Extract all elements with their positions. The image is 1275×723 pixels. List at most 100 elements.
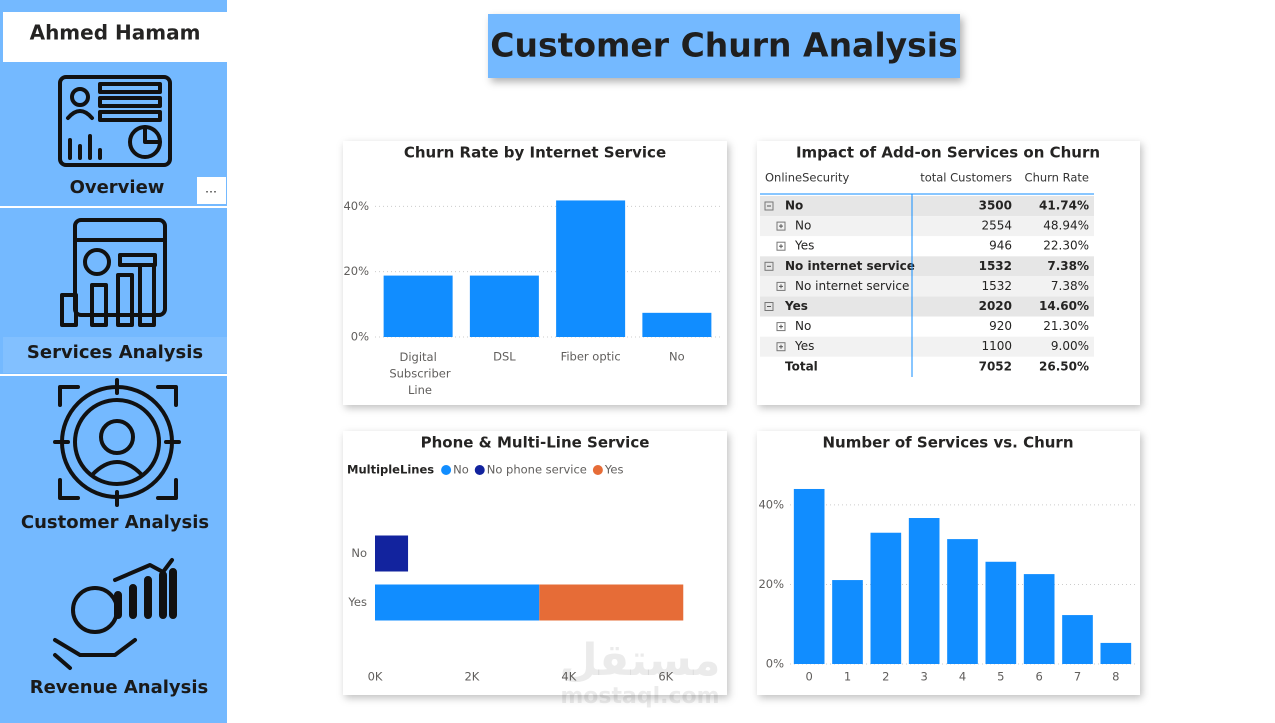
x-tick-label: 6 [1036,670,1043,684]
title-box [488,14,960,78]
x-tick-label: 4 [959,670,966,684]
x-tick-label: 0K [368,670,383,684]
bar [1100,642,1132,664]
user-box [3,12,227,62]
revenue-icon [53,558,177,670]
y-tick-label: 0% [766,657,784,671]
x-tick-label: 0 [806,670,813,684]
legend-marker [592,465,603,475]
legend-label: No [453,463,469,477]
y-tick-label: No [351,546,367,560]
nav-label: Customer Analysis [21,512,209,533]
x-tick-label: 8 [1112,670,1119,684]
bar [539,584,684,621]
expand-icon [776,241,786,251]
x-tick-label: 6K [658,670,673,684]
table-cell: Yes [794,339,814,353]
table-cell: No [795,219,811,233]
table-cell: 7.38% [1051,279,1089,293]
table-cell: 1532 [979,259,1012,273]
table-title: Impact of Add-on Services on Churn [796,144,1100,162]
x-tick-label: 2K [464,670,479,684]
x-tick-label: 1 [844,670,851,684]
watermark: مستقل [560,635,721,686]
x-tick-label: No [669,350,685,364]
row-bg [760,336,1094,357]
bar [375,584,540,621]
nav-revenue[interactable]: Revenue Analysis [30,558,209,698]
x-tick-label: DSL [493,350,516,364]
watermark: mostaql.com [560,684,719,709]
y-tick-label: 0% [351,330,369,344]
user-name: Ahmed Hamam [30,21,201,45]
row-bg [760,216,1094,237]
legend-marker [474,465,485,475]
bar [1062,615,1093,664]
x-tick-label: 5 [997,670,1004,684]
x-tick-label: Digital Subscriber Line [386,350,451,397]
bar [556,200,626,337]
table-cell: 1100 [981,339,1012,353]
table-cell: 26.50% [1039,359,1089,373]
y-tick-label: Yes [347,595,367,609]
row-bg [760,196,1094,216]
legend-label: No phone service [487,463,587,477]
row-bg [760,256,1094,277]
y-tick-label: 20% [758,577,784,591]
row-bg [760,296,1094,317]
nav-label: Overview [70,177,165,198]
nav-overview[interactable]: Overview [58,75,172,198]
table-cell: 3500 [979,199,1012,213]
y-tick-label: 40% [343,199,369,213]
y-tick-label: 20% [343,264,369,278]
bar [375,535,409,572]
table-cell: 1532 [981,279,1012,293]
expand-icon [776,281,786,291]
table-cell: 920 [989,319,1012,333]
legend-marker [441,465,452,475]
nav-label: Revenue Analysis [30,677,209,698]
customer-icon [53,378,181,507]
card [343,141,727,405]
x-tick-label: 7 [1074,670,1081,684]
table-cell: Yes [784,299,808,313]
services-icon [60,218,167,327]
table-cell: 41.74% [1039,199,1089,213]
nav-services[interactable]: Services Analysis [3,218,227,373]
column-header: OnlineSecurity [765,171,850,185]
table-cell: 946 [989,239,1012,253]
bar [985,561,1017,664]
table-cell: 22.30% [1043,239,1089,253]
chart-title: Number of Services vs. Churn [822,434,1073,452]
table-cell: No [795,319,811,333]
bar [832,580,863,664]
row-bg [760,276,1094,297]
bar [1023,574,1055,664]
expand-icon [776,342,786,352]
x-tick-label: 2 [882,670,889,684]
bar [947,539,978,664]
table-cell: 2020 [979,299,1012,313]
overview-icon [58,75,172,167]
nav-label-box [3,337,227,373]
table-cell: 21.30% [1043,319,1089,333]
table-cell: 7052 [979,359,1012,373]
y-tick-label: 40% [758,497,784,511]
legend-label: Yes [604,463,624,477]
table-cell: 48.94% [1043,219,1089,233]
table-cell: No internet service [795,279,909,293]
column-header: Churn Rate [1025,171,1089,185]
bar [870,532,902,664]
more-button[interactable] [197,177,226,204]
nav-customer[interactable]: Customer Analysis [21,378,209,533]
column-header: total Customers [920,171,1012,185]
page-title: Customer Churn Analysis [490,26,958,65]
expand-icon [764,261,774,271]
more-dots: … [205,182,217,196]
legend-title: MultipleLines [347,463,434,477]
expand-icon [764,302,774,311]
bar [469,275,539,337]
nav-label: Services Analysis [27,342,203,363]
bar [793,488,825,664]
